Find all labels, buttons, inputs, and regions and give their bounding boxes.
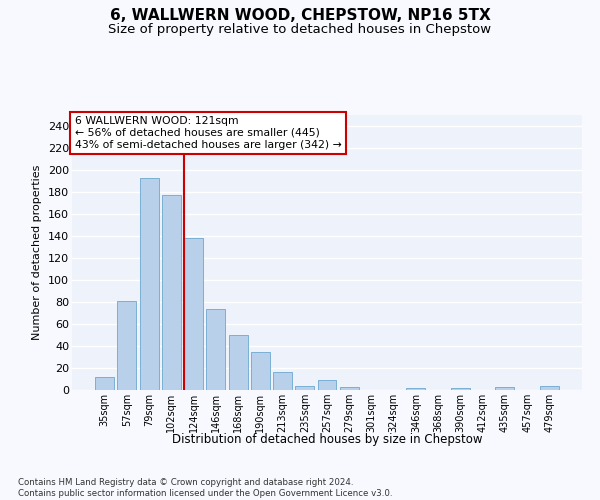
Y-axis label: Number of detached properties: Number of detached properties — [32, 165, 43, 340]
Bar — [295, 386, 314, 390]
Bar — [184, 238, 203, 390]
Bar — [317, 380, 337, 390]
Bar — [406, 388, 425, 390]
Bar — [251, 352, 270, 390]
Bar — [273, 372, 292, 390]
Bar — [140, 178, 158, 390]
Bar — [162, 196, 181, 390]
Bar — [496, 386, 514, 390]
Bar — [540, 386, 559, 390]
Bar — [206, 308, 225, 390]
Text: Contains HM Land Registry data © Crown copyright and database right 2024.
Contai: Contains HM Land Registry data © Crown c… — [18, 478, 392, 498]
Bar — [451, 388, 470, 390]
Text: Distribution of detached houses by size in Chepstow: Distribution of detached houses by size … — [172, 432, 482, 446]
Text: Size of property relative to detached houses in Chepstow: Size of property relative to detached ho… — [109, 22, 491, 36]
Text: 6, WALLWERN WOOD, CHEPSTOW, NP16 5TX: 6, WALLWERN WOOD, CHEPSTOW, NP16 5TX — [110, 8, 490, 22]
Bar — [229, 335, 248, 390]
Bar — [95, 377, 114, 390]
Bar — [340, 386, 359, 390]
Text: 6 WALLWERN WOOD: 121sqm
← 56% of detached houses are smaller (445)
43% of semi-d: 6 WALLWERN WOOD: 121sqm ← 56% of detache… — [74, 116, 341, 150]
Bar — [118, 301, 136, 390]
